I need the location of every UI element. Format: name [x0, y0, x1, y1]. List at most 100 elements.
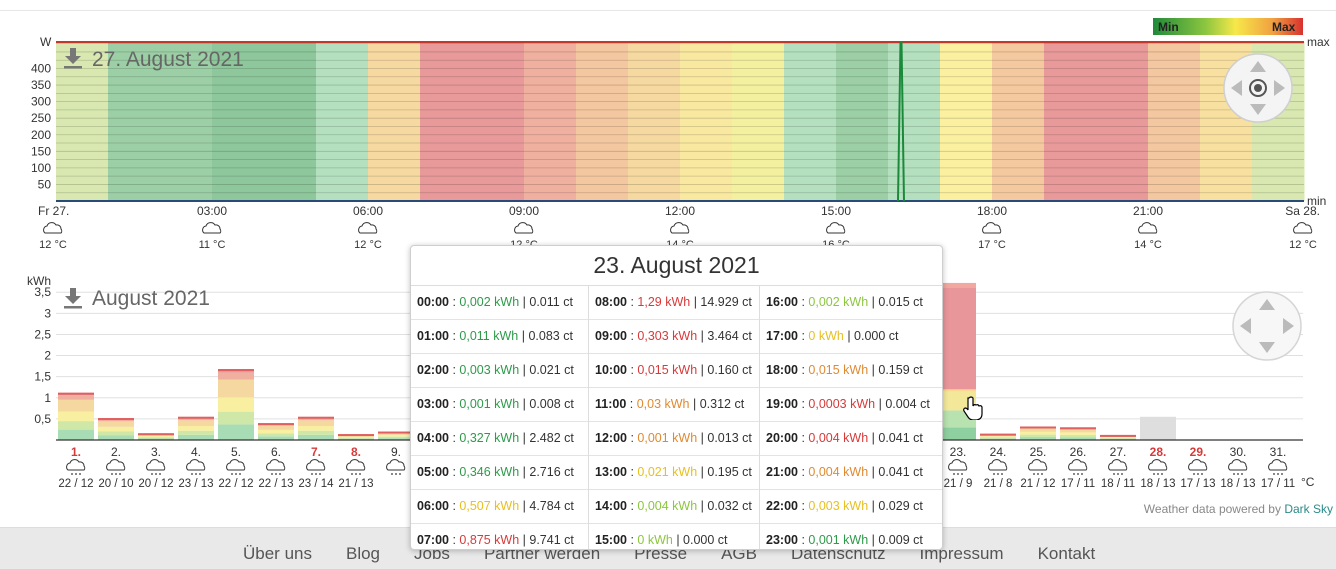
hour-kwh: 0 kWh: [808, 329, 844, 343]
day-label: 23.: [950, 445, 967, 459]
hour-time: 09:00: [595, 329, 627, 343]
y-tick-label: 0,5: [34, 412, 51, 426]
y-tick-label: 350: [31, 78, 51, 92]
hour-kwh: 0,002 kWh: [459, 295, 520, 309]
hour-cost: 0.195 ct: [707, 465, 752, 479]
price-band: [836, 42, 889, 201]
hour-time: 01:00: [417, 329, 449, 343]
day-bar[interactable]: [258, 423, 294, 440]
day-bar[interactable]: [1140, 416, 1176, 440]
day-label: 8.: [351, 445, 361, 459]
hour-time: 21:00: [766, 465, 798, 479]
hour-entry: 23:00 : 0,001 kWh | 0.009 ct: [766, 533, 923, 547]
footer-link[interactable]: Blog: [345, 544, 381, 563]
hour-cost: 0.032 ct: [707, 499, 752, 513]
day-bar[interactable]: [98, 418, 134, 440]
rain-cloud-icon: [1188, 459, 1208, 475]
day-bar[interactable]: [1100, 434, 1136, 440]
price-band: [472, 42, 525, 201]
pan-up-icon: [1250, 61, 1266, 72]
hour-kwh: 0,004 kWh: [808, 465, 869, 479]
price-band: [628, 42, 681, 201]
day-bar[interactable]: [980, 433, 1016, 440]
price-band: [940, 42, 993, 201]
x-tick-label: 12:00: [665, 204, 695, 218]
hour-cost: 0.011 ct: [529, 295, 573, 309]
rain-cloud-icon: [1228, 459, 1248, 475]
rain-cloud-icon: [106, 459, 126, 475]
footer-link[interactable]: Über uns: [243, 544, 312, 563]
hour-time: 22:00: [766, 499, 798, 513]
tooltip-column: 08:00 : 1,29 kWh | 14.929 ct 09:00 : 0,30…: [589, 286, 760, 549]
day-bar[interactable]: [178, 416, 214, 440]
price-band: [316, 42, 369, 201]
day-bar[interactable]: [338, 434, 374, 440]
temperature-range: 18 / 11: [1101, 478, 1135, 490]
pan-navigation-control[interactable]: [1223, 53, 1293, 123]
temperature-range: 17 / 11: [1061, 478, 1095, 490]
hour-cost: 9.741 ct: [529, 533, 574, 547]
temperature-range: 21 / 13: [338, 478, 373, 490]
cloud-icon: [1138, 222, 1158, 234]
day-bar[interactable]: [1060, 427, 1096, 440]
pan-left-icon: [1231, 80, 1242, 96]
temperature-range: 21 / 9: [944, 478, 973, 490]
cloud-icon: [670, 222, 690, 234]
hour-time: 12:00: [595, 431, 627, 445]
pan-right-icon: [1274, 80, 1285, 96]
download-icon[interactable]: [64, 288, 82, 309]
y-tick-label: 400: [31, 62, 51, 76]
x-tick-label: 18:00: [977, 204, 1007, 218]
day-bar[interactable]: [378, 431, 414, 440]
hour-kwh: 0,346 kWh: [459, 465, 520, 479]
day-label: 4.: [191, 445, 201, 459]
hour-entry: 21:00 : 0,004 kWh | 0.041 ct: [760, 456, 942, 490]
price-band: [368, 42, 421, 201]
hour-time: 10:00: [595, 363, 627, 377]
rain-cloud-icon: [226, 459, 246, 475]
hour-kwh: 0,0003 kWh: [808, 397, 876, 411]
x-tick-label: Sa 28.: [1285, 204, 1320, 218]
price-band: [420, 42, 473, 201]
day-bar[interactable]: [58, 392, 94, 440]
day-label: 5.: [231, 445, 241, 459]
pan-navigation-control[interactable]: [1232, 291, 1302, 361]
hour-time: 05:00: [417, 465, 449, 479]
pan-up-icon: [1259, 299, 1275, 310]
download-icon[interactable]: [64, 48, 82, 69]
y-tick-label: 2,5: [34, 327, 51, 341]
hand-cursor-icon: [963, 396, 983, 420]
day-bar[interactable]: [138, 433, 174, 440]
rain-cloud-icon: [1068, 459, 1088, 475]
hour-kwh: 0 kWh: [637, 533, 673, 547]
hour-kwh: 0,875 kWh: [459, 533, 520, 547]
reset-icon: [1249, 79, 1267, 97]
max-line-label: max: [1307, 35, 1330, 49]
temperature-range: 21 / 12: [1020, 478, 1055, 490]
hour-entry: 17:00 : 0 kWh | 0.000 ct: [760, 320, 942, 354]
y-tick-label: 250: [31, 111, 51, 125]
hour-entry: 14:00 : 0,004 kWh | 0.032 ct: [589, 490, 759, 524]
price-band: [108, 42, 161, 201]
hour-time: 08:00: [595, 295, 627, 309]
day-bar[interactable]: [298, 416, 334, 440]
y-tick-label: 3: [44, 306, 51, 320]
rain-cloud-icon: [1268, 459, 1288, 475]
hour-cost: 0.013 ct: [707, 431, 752, 445]
hour-entry: 02:00 : 0,003 kWh | 0.021 ct: [411, 354, 588, 388]
cloud-icon: [1293, 222, 1313, 234]
hour-cost: 0.160 ct: [707, 363, 752, 377]
day-bar[interactable]: [218, 369, 254, 440]
hour-cost: 0.312 ct: [699, 397, 745, 411]
day-bar[interactable]: [940, 282, 976, 440]
price-legend-bar: [1153, 18, 1303, 35]
rain-cloud-icon: [1148, 459, 1168, 475]
hour-kwh: 1,29 kWh: [637, 295, 691, 309]
dark-sky-link[interactable]: Dark Sky: [1284, 502, 1333, 516]
hour-cost: 14.929 ct: [700, 295, 752, 309]
day-bar[interactable]: [1020, 426, 1056, 440]
y-tick-label: 2: [44, 349, 51, 363]
footer-link[interactable]: Kontakt: [1037, 544, 1096, 563]
hour-kwh: 0,001 kWh: [637, 431, 698, 445]
hour-cost: 4.784 ct: [529, 499, 574, 513]
